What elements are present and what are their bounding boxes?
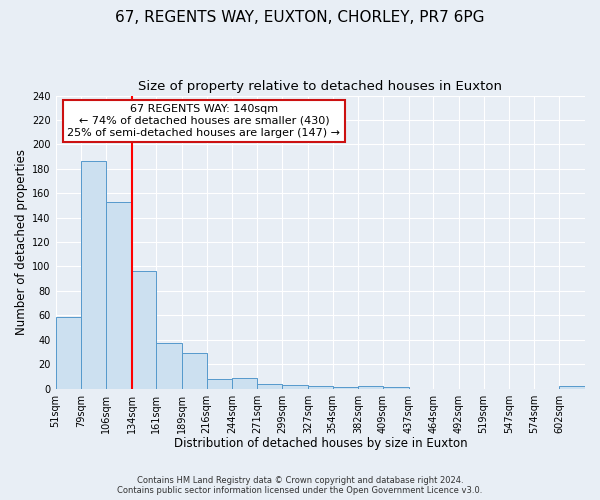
Bar xyxy=(106,202,131,388)
Bar xyxy=(232,378,257,388)
Text: Contains HM Land Registry data © Crown copyright and database right 2024.
Contai: Contains HM Land Registry data © Crown c… xyxy=(118,476,482,495)
X-axis label: Distribution of detached houses by size in Euxton: Distribution of detached houses by size … xyxy=(173,437,467,450)
Bar xyxy=(182,353,206,388)
Text: 67, REGENTS WAY, EUXTON, CHORLEY, PR7 6PG: 67, REGENTS WAY, EUXTON, CHORLEY, PR7 6P… xyxy=(115,10,485,25)
Bar xyxy=(283,385,308,388)
Text: 67 REGENTS WAY: 140sqm
← 74% of detached houses are smaller (430)
25% of semi-de: 67 REGENTS WAY: 140sqm ← 74% of detached… xyxy=(67,104,340,138)
Bar xyxy=(206,379,232,388)
Bar xyxy=(81,162,106,388)
Bar xyxy=(559,386,585,388)
Bar xyxy=(156,344,182,388)
Title: Size of property relative to detached houses in Euxton: Size of property relative to detached ho… xyxy=(139,80,502,93)
Bar xyxy=(257,384,283,388)
Bar xyxy=(308,386,332,388)
Bar xyxy=(358,386,383,388)
Y-axis label: Number of detached properties: Number of detached properties xyxy=(15,149,28,335)
Bar xyxy=(131,272,156,388)
Bar xyxy=(56,316,81,388)
